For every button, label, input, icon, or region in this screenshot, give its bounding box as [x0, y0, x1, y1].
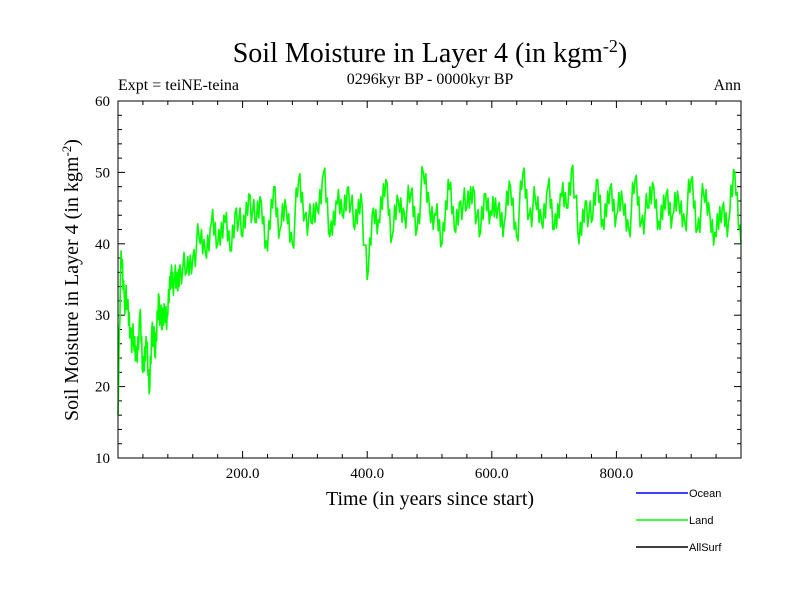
plot-frame [117, 100, 742, 459]
y-axis-label-close: ) [61, 139, 83, 146]
y-axis-label: Soil Moisture in Layer 4 (in kgm-2) [59, 139, 84, 421]
y-axis-label-main: Soil Moisture in Layer 4 (in kgm [61, 156, 83, 421]
y-tick-label: 30 [95, 308, 110, 324]
y-tick-label: 10 [95, 451, 110, 467]
chart-title: Soil Moisture in Layer 4 (in kgm-2) [233, 36, 628, 69]
x-axis-label: Time (in years since start) [326, 488, 534, 510]
x-tick-label: 400.0 [350, 466, 384, 482]
axes-layer: 10 20 30 40 50 60 200.0 400.0 600.0 800.0 [95, 94, 741, 482]
x-tick-label: 800.0 [600, 466, 634, 482]
chart-title-main: Soil Moisture in Layer 4 (in kgm [233, 38, 603, 69]
chart-title-superscript: -2 [603, 36, 618, 56]
chart-subtitle: 0296kyr BP - 0000kyr BP [347, 71, 514, 88]
x-tick-label: 600.0 [475, 466, 509, 482]
legend: Ocean Land AllSurf [636, 488, 722, 554]
y-tick-label: 60 [95, 94, 110, 110]
chart-title-close: ) [618, 38, 627, 69]
legend-label-ocean: Ocean [689, 488, 721, 500]
y-tick-label: 20 [95, 380, 110, 396]
series-line-land [117, 164, 742, 416]
x-tick-label: 200.0 [226, 466, 260, 482]
legend-label-land: Land [689, 515, 713, 527]
season-label: Ann [713, 77, 741, 94]
y-tick-label: 50 [95, 165, 110, 181]
y-tick-label: 40 [95, 237, 110, 253]
data-layer [117, 164, 742, 416]
experiment-label: Expt = teiNE-teina [118, 77, 239, 94]
legend-label-allsurf: AllSurf [689, 542, 722, 554]
y-axis-label-superscript: -2 [59, 146, 74, 157]
